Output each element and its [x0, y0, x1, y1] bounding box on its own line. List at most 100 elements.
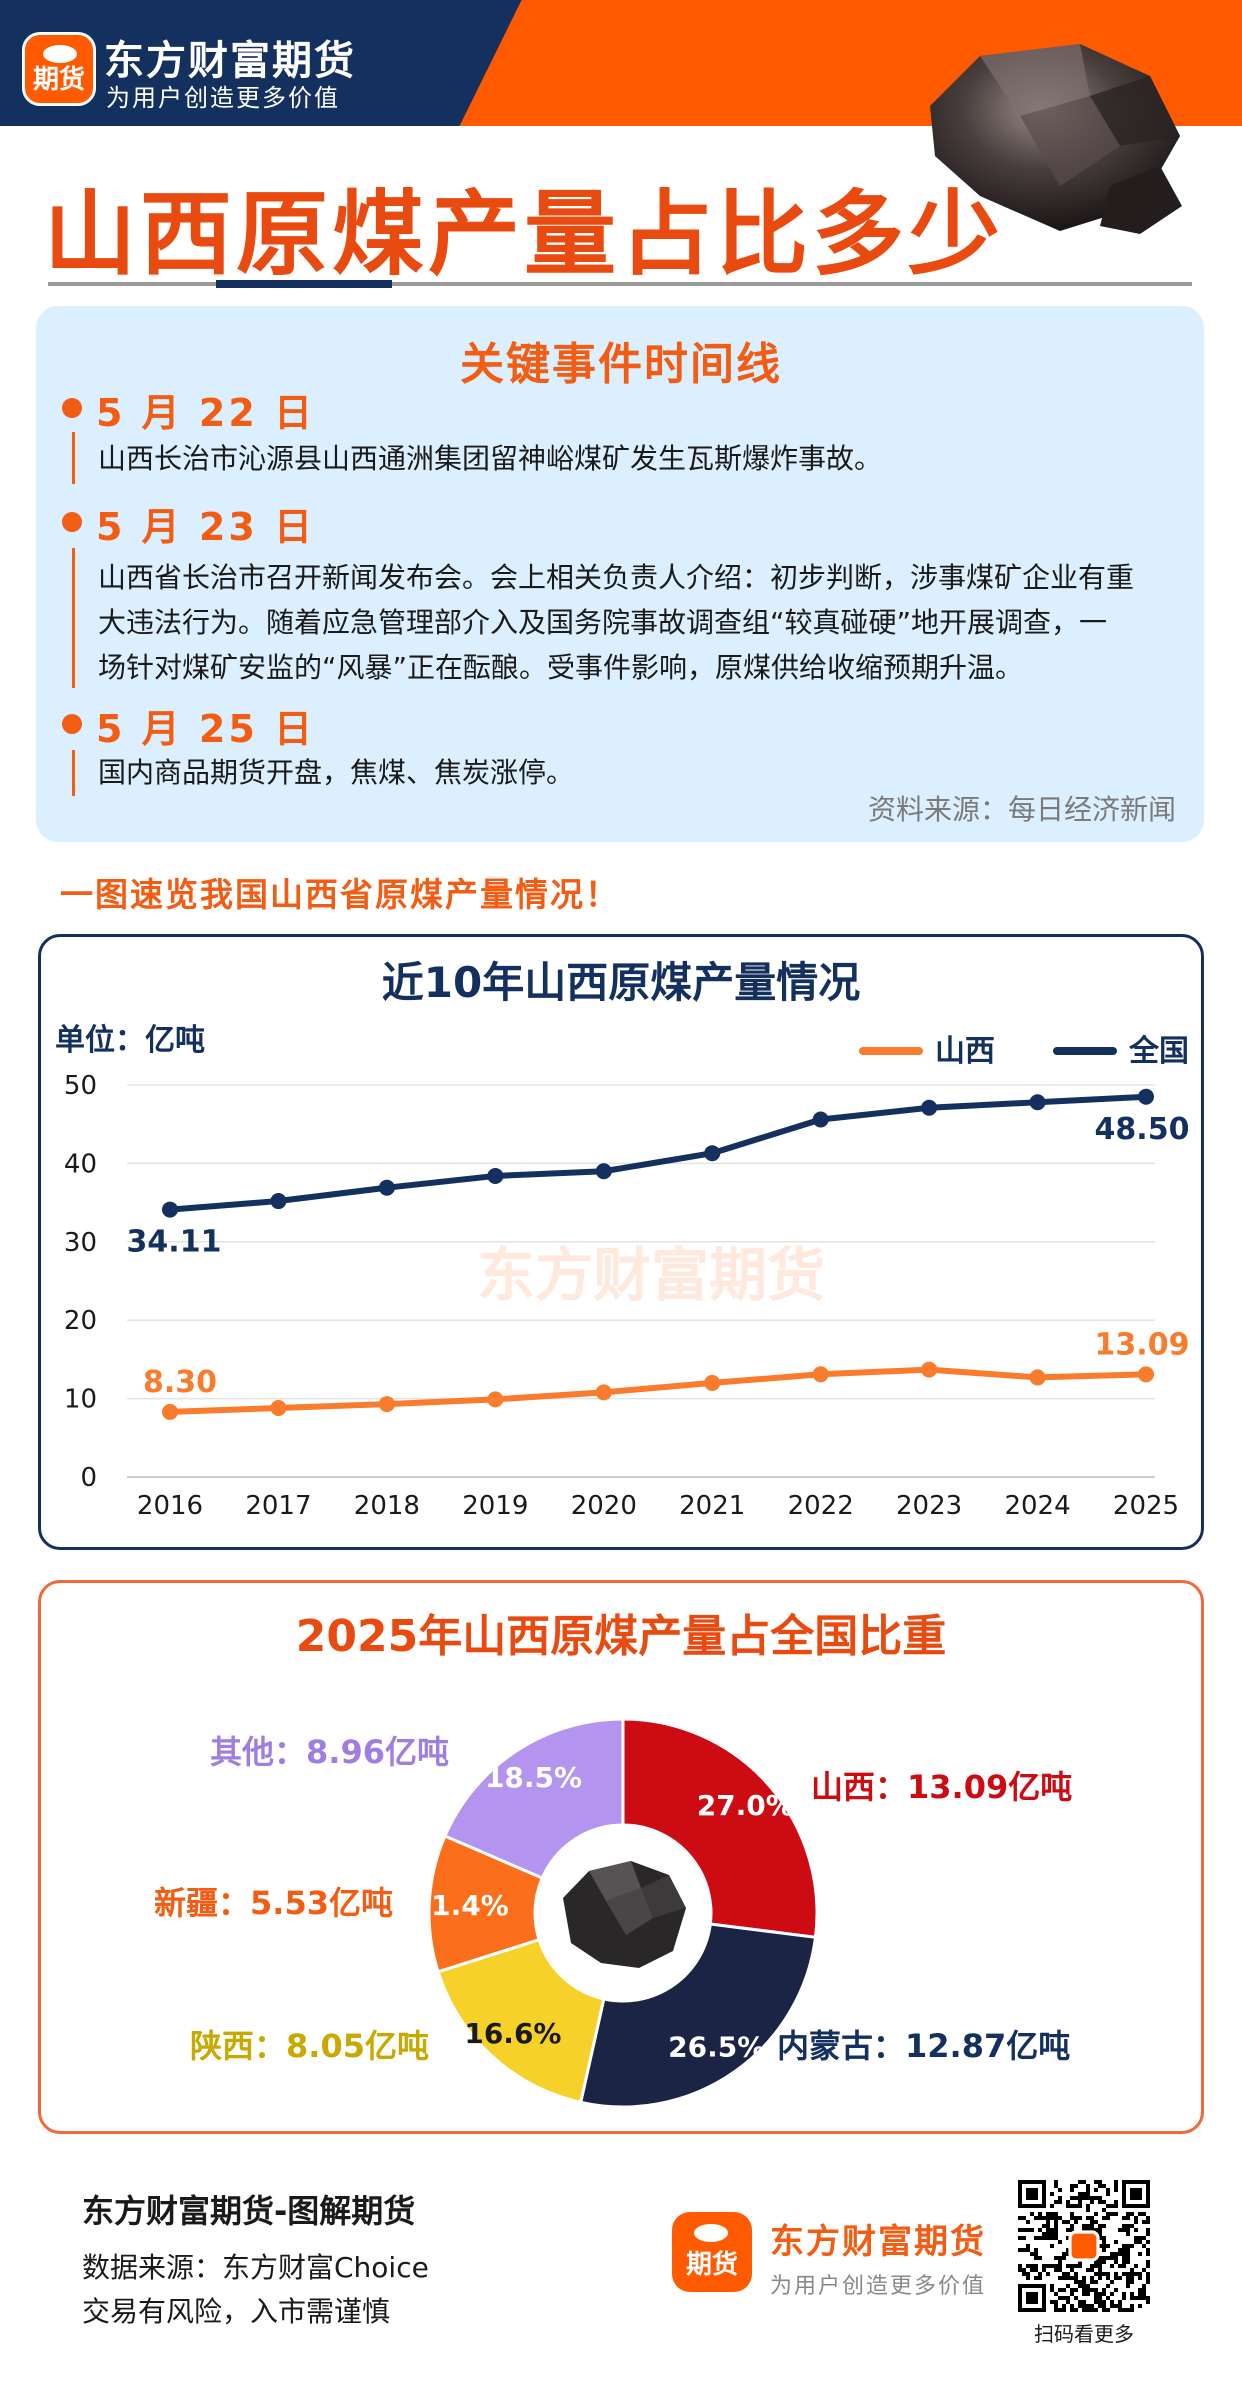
- x-tick-label: 2019: [462, 1491, 528, 1521]
- data-label: 34.11: [127, 1225, 222, 1260]
- data-point: [162, 1201, 178, 1218]
- chart-title: 近10年山西原煤产量情况: [382, 958, 860, 1007]
- data-point: [921, 1361, 938, 1378]
- chart-title: 2025年山西原煤产量占全国比重: [296, 1611, 946, 1662]
- x-tick-label: 2024: [1004, 1491, 1070, 1521]
- timeline-dot: [62, 714, 82, 734]
- x-tick-label: 2017: [245, 1491, 311, 1521]
- data-point: [595, 1163, 612, 1180]
- y-tick-label: 0: [80, 1463, 97, 1493]
- logo-swoosh-icon: [694, 2224, 728, 2242]
- x-tick-label: 2023: [896, 1491, 962, 1521]
- x-tick-label: 2016: [137, 1491, 203, 1521]
- timeline-title: 关键事件时间线: [460, 339, 782, 390]
- page-title: 山西原煤产量占比多少: [44, 181, 1005, 288]
- x-tick-label: 2022: [788, 1491, 854, 1521]
- event-text: 山西长治市沁源县山西通洲集团留神峪煤矿发生瓦斯爆炸事故。: [98, 442, 883, 475]
- slice-percent-label: 18.5%: [485, 1761, 582, 1794]
- data-point: [487, 1167, 504, 1184]
- timeline-dot: [62, 512, 82, 532]
- logo-text: 期货: [32, 64, 85, 95]
- timeline-source: 资料来源：每日经济新闻: [867, 793, 1176, 826]
- x-tick-label: 2025: [1113, 1491, 1179, 1521]
- data-point: [378, 1396, 395, 1413]
- data-point: [595, 1384, 612, 1401]
- pie-chart: 2025年山西原煤产量占全国比重 27.0% 山西：13.09亿吨 26.5% 内蒙古…: [154, 1611, 1072, 2109]
- event-text: 国内商品期货开盘，焦煤、焦炭涨停。: [98, 756, 575, 789]
- qr-center-logo: [1068, 2230, 1100, 2262]
- title-divider: [48, 282, 1192, 286]
- line-chart: 近10年山西原煤产量情况 单位：亿吨 东方财富期货 山西 全国 8.30 13.09…: [55, 958, 1190, 1521]
- slice-name-label: 其他：8.96亿吨: [210, 1733, 449, 1771]
- line-chart-panel: 近10年山西原煤产量情况 单位：亿吨 东方财富期货 山西 全国 8.30 13.09…: [38, 934, 1204, 1550]
- coal-image: [930, 44, 1182, 234]
- unit-label: 单位：亿吨: [55, 1023, 205, 1058]
- timeline-panel: [36, 306, 1204, 842]
- qr-code[interactable]: [1018, 2180, 1150, 2312]
- footer-brand: 东方财富期货: [770, 2222, 986, 2262]
- slice-percent-label: 11.4%: [412, 1889, 509, 1922]
- title-divider-accent: [216, 280, 392, 288]
- center-coal-image: [535, 1825, 711, 2001]
- event-date: 5 月 23 日: [96, 505, 316, 549]
- event-date: 5 月 25 日: [96, 707, 316, 751]
- footer-logo: 期货: [672, 2212, 752, 2292]
- series-line: [169, 1093, 1147, 1213]
- data-point: [704, 1145, 721, 1162]
- brand-logo: 期货: [22, 32, 96, 106]
- data-point: [1029, 1094, 1046, 1111]
- slice-name-label: 新疆：5.53亿吨: [154, 1884, 393, 1922]
- data-point: [812, 1111, 829, 1128]
- slice-percent-label: 26.5%: [668, 2030, 765, 2063]
- data-point: [270, 1193, 287, 1210]
- data-point: [921, 1099, 938, 1116]
- slice-name-label: 山西：13.09亿吨: [811, 1768, 1072, 1806]
- x-tick-label: 2018: [354, 1491, 420, 1521]
- x-tick-label: 2021: [679, 1491, 745, 1521]
- brand-slogan: 为用户创造更多价值: [106, 84, 340, 112]
- pie-chart-panel: 2025年山西原煤产量占全国比重 27.0% 山西：13.09亿吨 26.5% 内蒙古…: [38, 1580, 1204, 2134]
- timeline-line: [72, 750, 75, 796]
- data-label: 8.30: [143, 1365, 217, 1400]
- footer-risk-warning: 交易有风险，入市需谨慎: [82, 2295, 391, 2328]
- legend-label: 山西: [935, 1034, 995, 1069]
- qr-caption: 扫码看更多: [1034, 2322, 1134, 2346]
- data-point: [812, 1366, 829, 1383]
- y-tick-label: 10: [64, 1385, 97, 1415]
- brand-name: 东方财富期货: [104, 38, 356, 84]
- section-heading: 一图速览我国山西省原煤产量情况！: [60, 875, 620, 914]
- timeline-dot: [62, 398, 82, 418]
- data-point: [162, 1403, 178, 1420]
- x-tick-label: 2020: [571, 1491, 637, 1521]
- footer-slogan: 为用户创造更多价值: [770, 2274, 987, 2299]
- data-point: [704, 1374, 721, 1391]
- legend-label: 全国: [1128, 1034, 1189, 1069]
- timeline-line: [72, 432, 75, 484]
- data-label: 13.09: [1095, 1327, 1190, 1362]
- event-text: 场针对煤矿安监的“风暴”正在酝酿。受事件影响，原煤供给收缩预期升温。: [98, 651, 1024, 684]
- data-point: [270, 1400, 287, 1417]
- logo-swoosh-icon: [43, 45, 77, 63]
- event-text: 大违法行为。随着应急管理部介入及国务院事故调查组“较真碰硬”地开展调查，一: [98, 606, 1108, 639]
- footer-data-source: 数据来源：东方财富Choice: [82, 2251, 429, 2284]
- data-point: [378, 1179, 395, 1196]
- y-tick-label: 50: [64, 1071, 97, 1101]
- slice-name-label: 陕西：8.05亿吨: [190, 2027, 429, 2065]
- data-point: [1029, 1369, 1046, 1386]
- y-tick-label: 30: [64, 1228, 97, 1258]
- timeline-line: [72, 548, 75, 688]
- slice-name-label: 内蒙古：12.87亿吨: [777, 2027, 1070, 2065]
- event-text: 山西省长治市召开新闻发布会。会上相关负责人介绍：初步判断，涉事煤矿企业有重: [98, 561, 1135, 594]
- data-point: [487, 1391, 504, 1408]
- slice-percent-label: 27.0%: [697, 1789, 794, 1822]
- watermark: 东方财富期货: [477, 1241, 825, 1309]
- footer-title: 东方财富期货-图解期货: [82, 2192, 416, 2230]
- event-date: 5 月 22 日: [96, 391, 316, 435]
- data-point: [1138, 1088, 1154, 1105]
- pie-slice: [436, 1937, 606, 2105]
- slice-percent-label: 16.6%: [464, 2017, 561, 2050]
- y-tick-label: 40: [64, 1149, 97, 1179]
- y-tick-label: 20: [64, 1306, 97, 1336]
- data-label: 48.50: [1095, 1112, 1190, 1147]
- logo-text: 期货: [685, 2249, 738, 2280]
